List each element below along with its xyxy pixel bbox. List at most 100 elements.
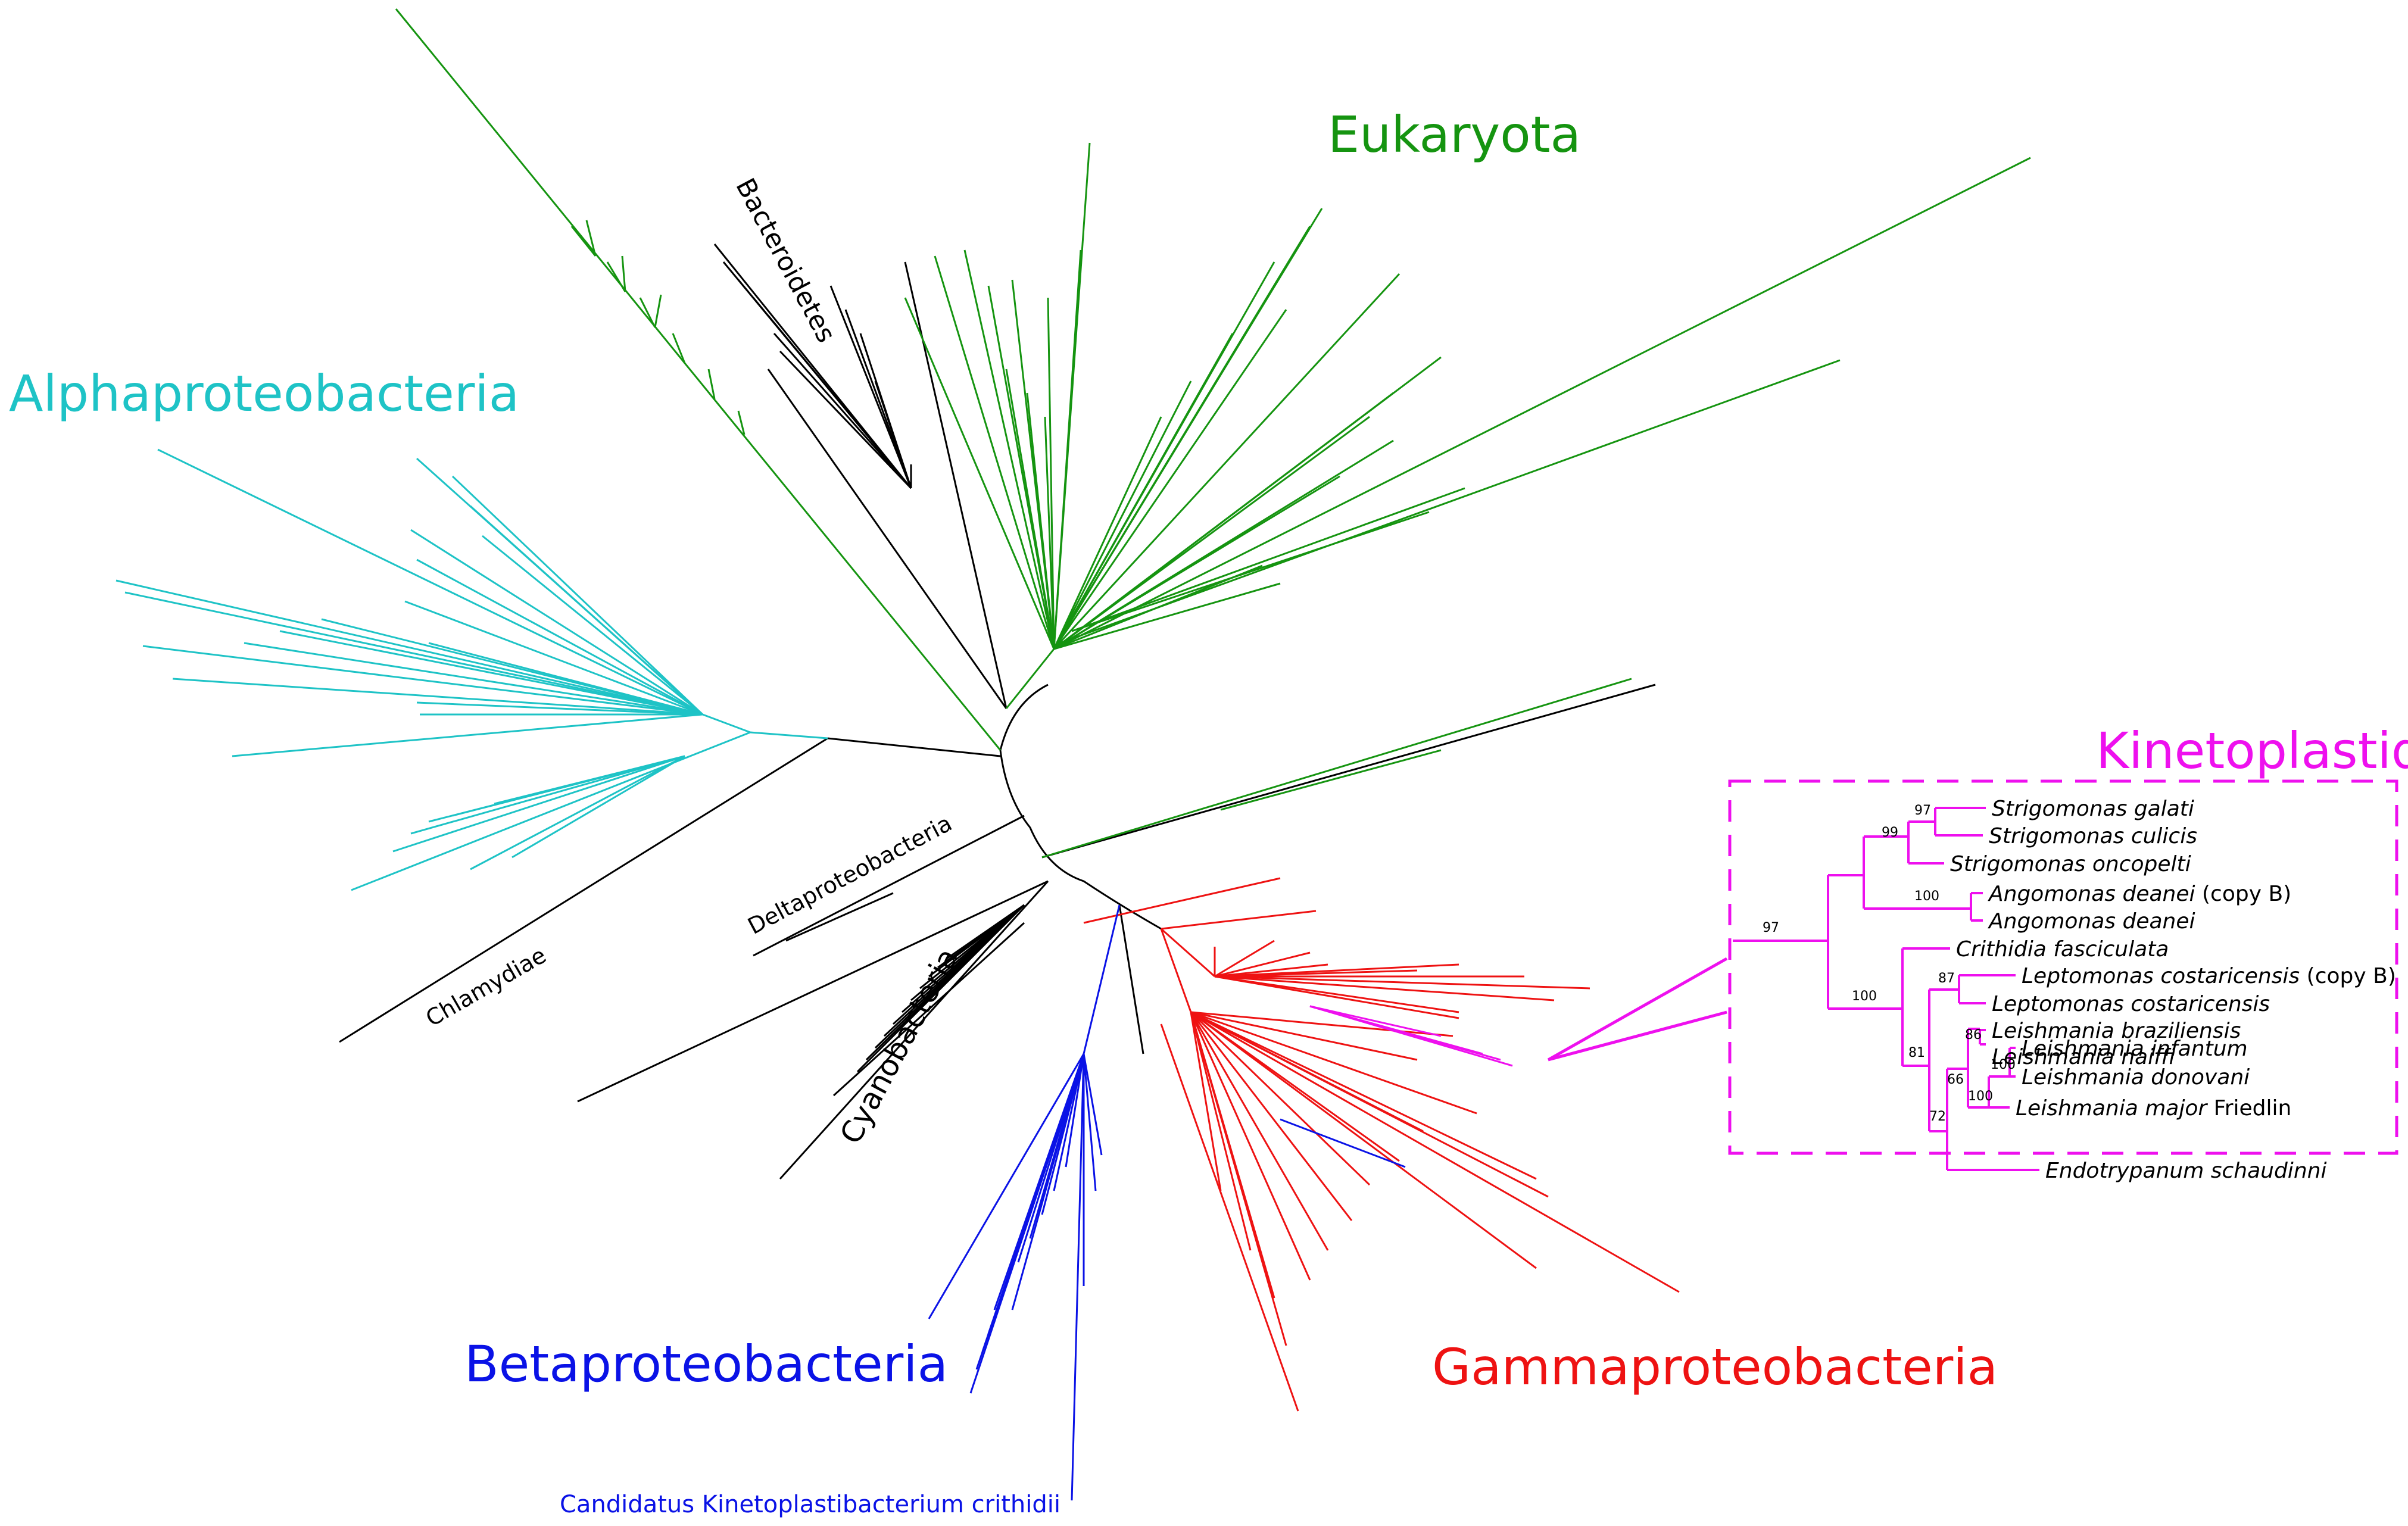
- taxon-label: Strigomonas oncopelti: [1950, 852, 2191, 876]
- bootstrap-value: 100: [1991, 1057, 2016, 1072]
- bootstrap-value: 100: [1968, 1089, 1993, 1104]
- gamma-tip: [1160, 1023, 1299, 1412]
- bootstrap-value: 86: [1965, 1028, 1982, 1043]
- gamma-tip: [1190, 1012, 1222, 1191]
- alpha-tip: [157, 448, 703, 716]
- bact-tip: [829, 285, 912, 489]
- kineto-tip: [1309, 1005, 1459, 1049]
- alpha-low-tip: [511, 755, 685, 859]
- gamma-stem: [1160, 928, 1192, 1013]
- bootstrap-value: 81: [1908, 1046, 1925, 1060]
- bact-tip: [773, 333, 912, 489]
- branch-delta-sub: [785, 892, 894, 942]
- label-alphaproteobacteria: Alphaproteobacteria: [9, 364, 519, 423]
- alpha-tip: [116, 579, 703, 716]
- alpha-tip: [172, 678, 703, 716]
- gamma-tip: [1190, 1011, 1453, 1037]
- euk-green-sub: [1041, 678, 1632, 859]
- inset-callout: [1547, 957, 1728, 1062]
- alpha-low-stem: [351, 731, 751, 891]
- alpha-tip: [469, 505, 704, 716]
- euk-tip: [1053, 208, 1323, 650]
- euk-tip: [1053, 309, 1287, 650]
- cyano-tip: [946, 904, 1025, 960]
- betaproteobacteria-clade: [928, 904, 1406, 1501]
- euk-tip: [1047, 297, 1055, 650]
- alpha-low-tip: [392, 755, 685, 853]
- gamma-tip: [1190, 1011, 1549, 1198]
- beta-tip: [1053, 1053, 1085, 1191]
- beta-tip: [1065, 1053, 1085, 1168]
- eukaryota-clade: [395, 8, 2031, 859]
- bootstrap-value: 99: [1882, 825, 1898, 840]
- euk-tip: [904, 297, 1055, 650]
- branch-deltaproteobacteria: [753, 815, 1025, 957]
- alpha-tip: [124, 591, 703, 716]
- bact-tip: [779, 350, 912, 489]
- alpha-low-tip: [410, 755, 685, 835]
- bacteroidetes-fan: [713, 244, 912, 489]
- euk-tip: [570, 226, 597, 257]
- kineto-tip: [1309, 1005, 1442, 1037]
- alpha-tip: [142, 645, 703, 716]
- branch-bact-stem2: [767, 369, 1008, 709]
- gamma-tip: [1190, 1012, 1252, 1251]
- label-bacteroidetes: Bacteroidetes: [729, 173, 841, 348]
- euk-tip: [707, 369, 716, 400]
- callout-lower: [1548, 1010, 1727, 1062]
- branch-eukaryota-black: [1041, 684, 1656, 859]
- taxon-label: Strigomonas culicis: [1989, 824, 2197, 848]
- beta-tip: [1083, 1053, 1097, 1191]
- label-eukaryota: Eukaryota: [1328, 105, 1581, 164]
- alpha-tip: [482, 535, 703, 716]
- cyanobacteria-fan: [856, 904, 1025, 1073]
- branch-bact-stem: [904, 261, 1008, 709]
- alpha-tip: [321, 618, 703, 716]
- taxon-label: Angomonas deanei: [1988, 909, 2195, 934]
- bootstrap-value: 97: [1914, 803, 1931, 818]
- euk-long-branch: [395, 8, 1002, 751]
- bact-tip: [767, 315, 912, 489]
- gamma-tip: [1190, 1011, 1477, 1115]
- inset-taxa: Strigomonas galati Strigomonas culicis S…: [1950, 797, 2396, 1183]
- euk-long-tip: [1071, 487, 1465, 632]
- branch-cyano-3: [832, 922, 1025, 1097]
- euk-tip: [1053, 380, 1192, 650]
- alpha-stem: [702, 713, 751, 734]
- euk-tip: [1053, 416, 1370, 650]
- gamma-upper-tip: [1161, 910, 1317, 930]
- branch-chlamydiae: [339, 737, 828, 1043]
- taxon-label: Angomonas deanei (copy B): [1988, 882, 2291, 906]
- euk-tip: [1053, 475, 1340, 650]
- backbone-arc: [999, 684, 1162, 930]
- beta-tip: [1011, 1053, 1085, 1310]
- bootstrap-value: 97: [1763, 920, 1779, 935]
- bootstrap-value: 100: [1914, 889, 1939, 904]
- alpha-tip: [416, 701, 703, 716]
- gamma-upper-tip: [1214, 969, 1418, 978]
- beta-red-crossing: [1280, 1118, 1406, 1168]
- taxon-label: Strigomonas galati: [1992, 797, 2194, 821]
- euk-tip: [585, 220, 597, 257]
- euk-tip: [1026, 392, 1055, 650]
- label-chlamydiae: Chlamydiae: [422, 942, 551, 1032]
- branch-cyano-2: [779, 880, 1049, 1180]
- label-cyanobacteria: Cyanobacteria: [833, 943, 965, 1150]
- gamma-tip: [1190, 1011, 1418, 1061]
- bootstrap-value: 72: [1929, 1109, 1946, 1124]
- bact-tip: [844, 309, 912, 489]
- gamma-upper-stem: [1161, 928, 1215, 978]
- beta-tip: [928, 1053, 1085, 1319]
- label-symbiont: Candidatus Kinetoplastibacterium crithid…: [560, 1491, 1060, 1518]
- alpha-tip: [451, 475, 704, 716]
- euk-tip: [963, 249, 1055, 650]
- gamma-upper-tip: [1214, 963, 1328, 978]
- alpha-stem: [750, 731, 828, 739]
- label-deltaproteobacteria: Deltaproteobacteria: [744, 810, 956, 940]
- taxon-label: Leishmania infantum: [2022, 1037, 2248, 1061]
- gamma-upper-tip: [1214, 951, 1311, 978]
- inset-tree: [1733, 807, 2039, 1171]
- euk-tip: [639, 297, 656, 328]
- alpha-low-tip: [494, 755, 685, 805]
